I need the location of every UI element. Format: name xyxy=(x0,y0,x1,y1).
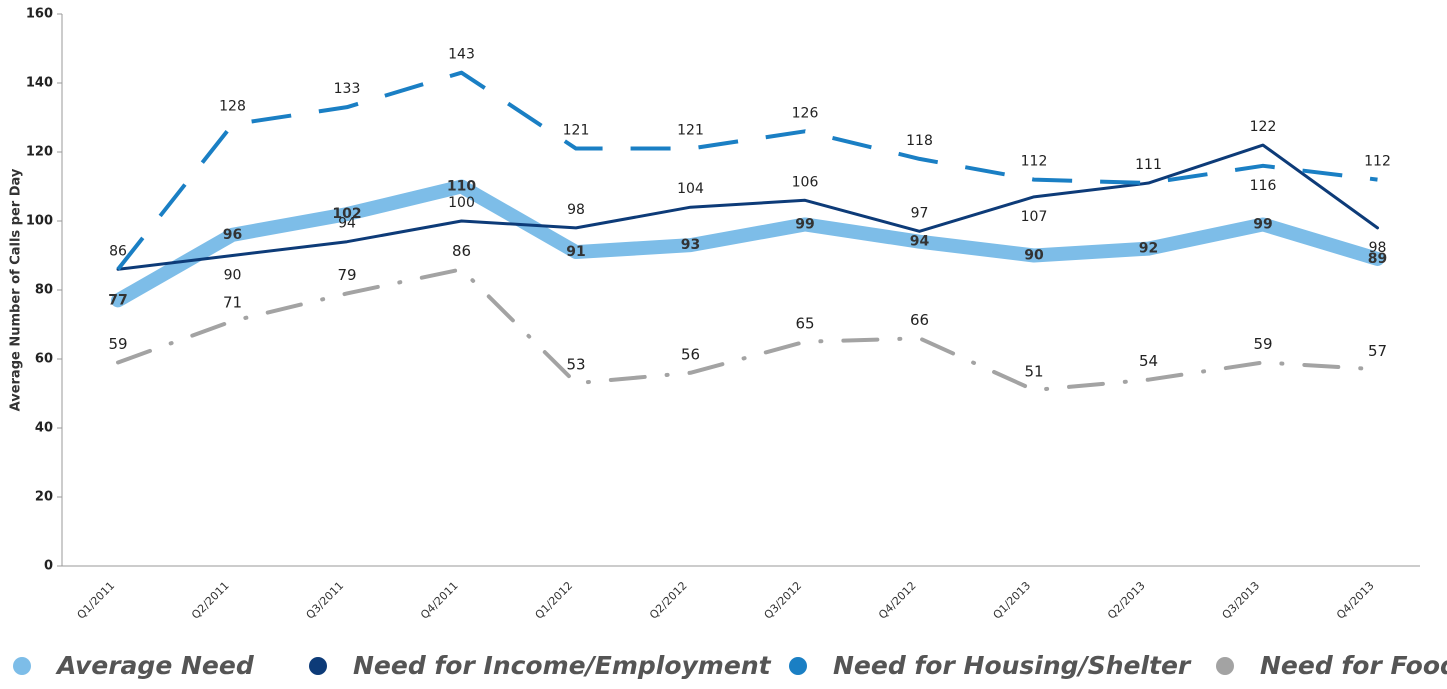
y-tick-label: 60 xyxy=(35,352,53,367)
data-label: 98 xyxy=(1369,240,1387,256)
y-tick-label: 100 xyxy=(26,214,53,229)
y-axis-label: Average Number of Calls per Day xyxy=(9,168,24,411)
x-tick-label: Q1/2011 xyxy=(75,579,118,622)
legend-marker xyxy=(13,657,31,675)
data-label: 121 xyxy=(563,123,590,139)
y-tick-label: 40 xyxy=(35,421,53,436)
x-tick-label: Q2/2012 xyxy=(647,579,690,622)
x-tick-label: Q4/2012 xyxy=(876,579,919,622)
series-line xyxy=(116,143,1379,271)
x-tick-label: Q3/2011 xyxy=(304,579,347,622)
x-tick-label: Q2/2011 xyxy=(189,579,232,622)
data-label: 116 xyxy=(1250,178,1277,194)
data-label: 99 xyxy=(795,216,814,232)
data-label: 90 xyxy=(1024,248,1044,264)
y-tick-label: 160 xyxy=(26,7,53,22)
y-tick-label: 20 xyxy=(35,490,53,505)
data-label: 77 xyxy=(108,292,127,308)
data-label: 118 xyxy=(906,133,933,149)
data-label: 97 xyxy=(911,205,929,221)
x-tick-label: Q4/2013 xyxy=(1334,579,1377,622)
data-label: 56 xyxy=(681,345,700,363)
data-label: 92 xyxy=(1139,241,1158,257)
data-label: 121 xyxy=(677,123,704,139)
y-tick-label: 0 xyxy=(44,559,53,574)
data-label: 54 xyxy=(1139,352,1158,370)
data-label: 53 xyxy=(566,356,585,374)
data-label: 71 xyxy=(223,294,242,312)
data-label: 112 xyxy=(1021,154,1048,170)
y-tick-label: 140 xyxy=(26,76,53,91)
data-label: 65 xyxy=(795,314,814,332)
x-tick-label: Q1/2013 xyxy=(991,579,1034,622)
legend-label: Average Need xyxy=(55,651,255,680)
data-label: 86 xyxy=(452,242,471,260)
data-label: 126 xyxy=(792,105,819,121)
data-label: 89 xyxy=(1368,251,1387,267)
data-label: 59 xyxy=(108,335,127,353)
data-label: 110 xyxy=(447,179,476,195)
x-tick-label: Q4/2011 xyxy=(418,579,461,622)
series-line xyxy=(111,179,1385,308)
data-label: 94 xyxy=(910,234,930,250)
data-label: 112 xyxy=(1364,154,1391,170)
x-tick-label: Q2/2013 xyxy=(1105,579,1148,622)
data-label: 96 xyxy=(223,227,242,243)
data-label: 94 xyxy=(338,216,356,232)
y-tick-label: 120 xyxy=(26,145,53,160)
data-label: 90 xyxy=(224,268,242,284)
data-label: 102 xyxy=(332,206,361,222)
x-tick-label: Q1/2012 xyxy=(533,579,576,622)
data-label: 66 xyxy=(910,311,929,329)
legend-label: Need for Income/Employment xyxy=(353,651,772,680)
data-label: 57 xyxy=(1368,342,1387,360)
data-label: 86 xyxy=(109,243,127,259)
data-label: 133 xyxy=(334,81,361,97)
x-tick-label: Q3/2012 xyxy=(762,579,805,622)
data-label: 93 xyxy=(681,237,700,253)
series-line xyxy=(116,70,1378,271)
data-label: 91 xyxy=(566,244,585,260)
data-label: 111 xyxy=(1135,157,1162,173)
legend-label: Need for Food xyxy=(1260,651,1447,680)
legend-marker xyxy=(1216,657,1234,675)
data-label: 106 xyxy=(792,174,819,190)
series-line xyxy=(116,267,1380,393)
data-label: 51 xyxy=(1024,363,1043,381)
data-label: 104 xyxy=(677,181,704,197)
data-label: 79 xyxy=(337,266,356,284)
x-tick-label: Q3/2013 xyxy=(1220,579,1263,622)
data-label: 98 xyxy=(567,202,585,218)
data-label: 107 xyxy=(1021,209,1048,225)
data-label: 128 xyxy=(219,98,246,114)
legend-marker xyxy=(309,657,327,675)
y-tick-label: 80 xyxy=(35,283,53,298)
data-label: 143 xyxy=(448,47,475,63)
legend-label: Need for Housing/Shelter xyxy=(833,651,1192,680)
legend-marker xyxy=(789,657,807,675)
data-label: 122 xyxy=(1250,119,1277,135)
data-label: 100 xyxy=(448,195,475,211)
data-label: 59 xyxy=(1253,335,1272,353)
data-label: 99 xyxy=(1253,216,1272,232)
